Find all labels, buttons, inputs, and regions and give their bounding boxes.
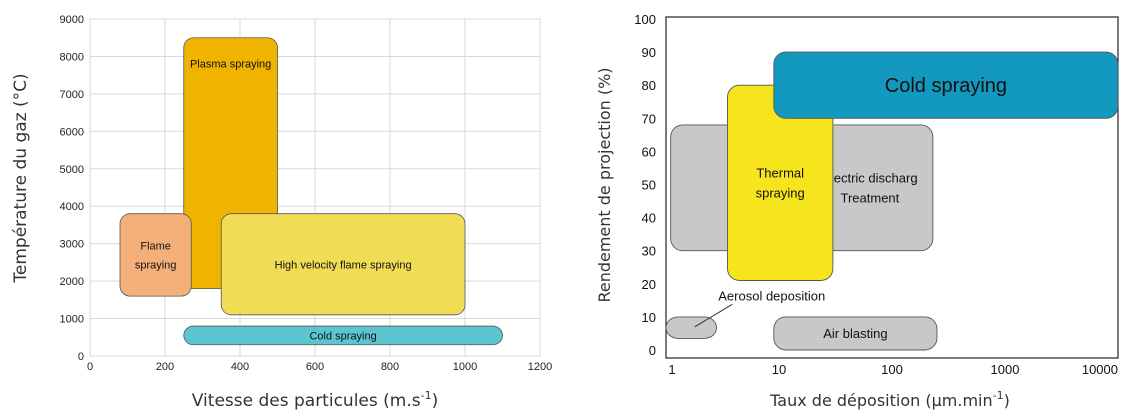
x-tick-label: 1000 <box>453 361 477 373</box>
region-shape <box>773 51 1119 119</box>
region-cold-spraying: Cold spraying <box>183 325 503 346</box>
annotations: Aerosol deposition <box>694 288 825 328</box>
region-label: Treatment <box>841 190 900 205</box>
y-tick-label: 4000 <box>60 201 84 213</box>
x-tick-label: 1200 <box>528 361 552 373</box>
y-tick-label: 1000 <box>60 314 84 326</box>
x-axis-title: Taux de déposition (μm.min-1) <box>769 389 1010 410</box>
y-tick-labels: 0 1000 2000 3000 4000 5000 6000 7000 8000 9000 <box>60 14 84 363</box>
x-tick-label: 1000 <box>991 362 1020 377</box>
region-air-blasting: Air blasting <box>773 316 938 351</box>
region-shape <box>773 316 938 351</box>
region-shape <box>183 325 503 346</box>
region-thermal-spraying: Thermal spraying <box>727 84 834 281</box>
y-tick-label: 90 <box>642 45 656 60</box>
regions: Plasma spraying Flame spraying High velocit… <box>119 37 503 346</box>
x-tick-label: 800 <box>381 361 399 373</box>
chart-gas-temperature-vs-particle-velocity: 0 1000 2000 3000 4000 5000 6000 7000 8000 9000 0 2… <box>11 14 552 411</box>
y-tick-label: 80 <box>642 78 656 93</box>
region-shape <box>119 213 192 297</box>
region-label: Flame <box>140 240 171 252</box>
y-axis-title: Rendement de projection (%) <box>595 67 614 302</box>
x-tick-label: 0 <box>87 361 93 373</box>
x-tick-label: 200 <box>156 361 174 373</box>
region-flame-spraying: Flame spraying <box>119 213 192 297</box>
y-tick-label: 10 <box>642 310 656 325</box>
y-tick-labels: 0 10 20 30 40 50 60 70 80 90 100 <box>634 12 656 358</box>
region-label: Cold spraying <box>309 330 376 342</box>
region-cold-spraying: Cold spraying <box>773 51 1119 119</box>
region-label: spraying <box>756 185 805 200</box>
y-tick-label: 30 <box>642 244 656 259</box>
y-tick-label: 50 <box>642 178 656 193</box>
y-tick-label: 60 <box>642 144 656 159</box>
region-label: High velocity flame spraying <box>275 259 412 271</box>
y-tick-label: 5000 <box>60 164 84 176</box>
x-tick-label: 1 <box>668 362 675 377</box>
region-label: Cold spraying <box>885 75 1007 97</box>
region-label: Electric discharg <box>822 170 917 185</box>
y-tick-label: 70 <box>642 111 656 126</box>
y-tick-label: 6000 <box>60 126 84 138</box>
regions: Electric discharg Treatment Thermal sprayin… <box>665 51 1119 351</box>
region-high-velocity-flame-spraying: High velocity flame spraying <box>220 213 466 316</box>
x-tick-label: 100 <box>881 362 903 377</box>
y-tick-label: 2000 <box>60 276 84 288</box>
region-aerosol-deposition <box>665 316 717 339</box>
y-tick-label: 100 <box>634 12 656 27</box>
y-tick-label: 7000 <box>60 89 84 101</box>
y-tick-label: 9000 <box>60 14 84 26</box>
y-tick-label: 8000 <box>60 51 84 63</box>
y-tick-label: 0 <box>78 351 84 363</box>
x-tick-labels: 1 10 100 1000 10000 <box>668 362 1118 377</box>
region-label: Plasma spraying <box>190 59 271 71</box>
region-shape <box>220 213 466 316</box>
region-label: Air blasting <box>823 326 887 341</box>
x-tick-label: 400 <box>231 361 249 373</box>
x-tick-label: 10 <box>772 362 786 377</box>
annotation-leader <box>694 303 733 328</box>
y-tick-label: 20 <box>642 277 656 292</box>
annotation-label: Aerosol deposition <box>718 288 825 303</box>
y-tick-label: 40 <box>642 211 656 226</box>
x-tick-label: 10000 <box>1082 362 1118 377</box>
x-tick-labels: 0 200 400 600 800 1000 1200 <box>87 361 552 373</box>
region-label: Thermal <box>756 165 804 180</box>
x-axis-title: Vitesse des particules (m.s-1) <box>192 389 438 411</box>
y-tick-label: 3000 <box>60 239 84 251</box>
x-tick-label: 600 <box>306 361 324 373</box>
region-shape <box>665 316 717 339</box>
y-axis-title: Température du gaz (°C) <box>11 73 31 283</box>
region-label: spraying <box>135 259 177 271</box>
y-tick-label: 0 <box>649 343 656 358</box>
